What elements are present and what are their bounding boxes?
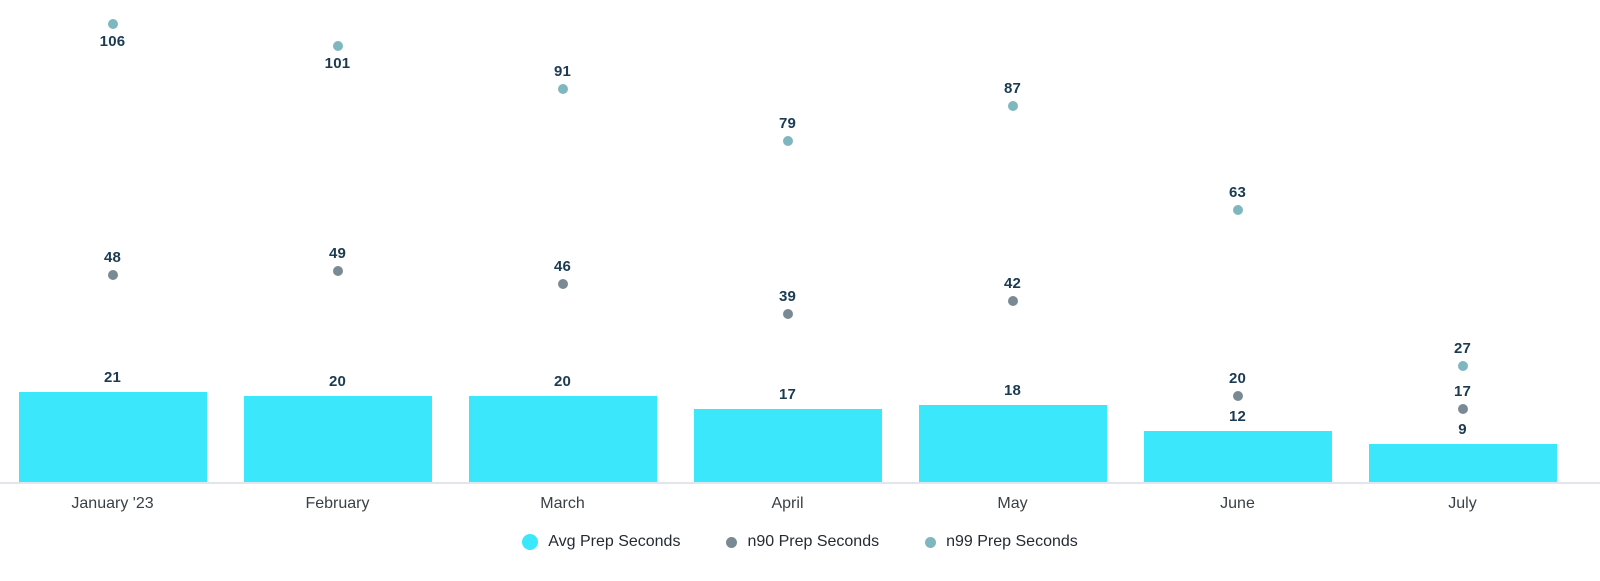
n99-dot-february[interactable] — [332, 40, 343, 51]
bar-value-label-july: 9 — [1458, 421, 1467, 439]
bar-value-label-january-23: 21 — [103, 369, 122, 387]
x-axis-line — [0, 482, 1600, 484]
n90-value-label-january-23: 48 — [103, 249, 122, 267]
n99-dot-may[interactable] — [1007, 101, 1018, 112]
legend-item-avg-prep-seconds[interactable]: Avg Prep Seconds — [522, 533, 680, 551]
legend-label-avg: Avg Prep Seconds — [548, 533, 681, 550]
legend-swatch-n90-icon — [726, 536, 738, 548]
category-label-april: April — [771, 495, 804, 512]
bar-july[interactable] — [1368, 444, 1557, 483]
n90-dot-july[interactable] — [1457, 404, 1468, 415]
legend-label-n90: n90 Prep Seconds — [747, 533, 880, 550]
bar-june[interactable] — [1143, 431, 1332, 483]
n99-value-label-april: 79 — [778, 114, 797, 132]
n99-dot-july[interactable] — [1457, 361, 1468, 372]
bar-january-23[interactable] — [18, 392, 207, 483]
n90-value-label-july: 17 — [1453, 383, 1472, 401]
category-label-march: March — [540, 495, 585, 512]
n99-value-label-june: 63 — [1228, 184, 1247, 202]
n99-value-label-march: 91 — [553, 62, 572, 80]
n90-dot-june[interactable] — [1232, 391, 1243, 402]
legend-label-n99: n99 Prep Seconds — [946, 533, 1078, 550]
category-label-may: May — [997, 495, 1028, 512]
n99-dot-march[interactable] — [557, 83, 568, 94]
n90-dot-february[interactable] — [332, 265, 343, 276]
bar-value-label-february: 20 — [328, 373, 347, 391]
n90-dot-april[interactable] — [782, 309, 793, 320]
n99-dot-june[interactable] — [1232, 205, 1243, 216]
n90-value-label-february: 49 — [328, 244, 347, 262]
bar-value-label-april: 17 — [778, 386, 797, 404]
bar-march[interactable] — [468, 396, 657, 483]
n90-value-label-march: 46 — [553, 257, 572, 275]
n90-value-label-june: 20 — [1228, 370, 1247, 388]
n90-value-label-may: 42 — [1003, 275, 1022, 293]
n99-dot-january-23[interactable] — [107, 19, 118, 30]
bar-value-label-march: 20 — [553, 373, 572, 391]
category-label-july: July — [1448, 495, 1477, 512]
n90-dot-may[interactable] — [1007, 296, 1018, 307]
n99-value-label-may: 87 — [1003, 80, 1022, 98]
n99-value-label-january-23: 106 — [99, 33, 126, 51]
bar-value-label-may: 18 — [1003, 382, 1022, 400]
n99-value-label-february: 101 — [324, 54, 351, 72]
legend-swatch-avg-icon — [522, 534, 539, 550]
n99-value-label-july: 27 — [1453, 340, 1472, 358]
n90-dot-january-23[interactable] — [107, 270, 118, 281]
bar-may[interactable] — [918, 405, 1107, 483]
n99-dot-april[interactable] — [782, 135, 793, 146]
legend-swatch-n99-icon — [925, 536, 937, 548]
legend-item-n99-prep-seconds[interactable]: n99 Prep Seconds — [925, 533, 1078, 551]
legend-item-n90-prep-seconds[interactable]: n90 Prep Seconds — [726, 533, 879, 551]
category-label-february: February — [305, 495, 370, 512]
bar-february[interactable] — [243, 396, 432, 483]
bar-value-label-june: 12 — [1228, 408, 1247, 426]
bar-april[interactable] — [693, 409, 882, 483]
category-label-january-23: January '23 — [71, 495, 154, 512]
n90-dot-march[interactable] — [557, 278, 568, 289]
legend: Avg Prep Seconds n90 Prep Seconds n99 Pr… — [0, 533, 1600, 551]
category-label-june: June — [1220, 495, 1255, 512]
n90-value-label-april: 39 — [778, 288, 797, 306]
